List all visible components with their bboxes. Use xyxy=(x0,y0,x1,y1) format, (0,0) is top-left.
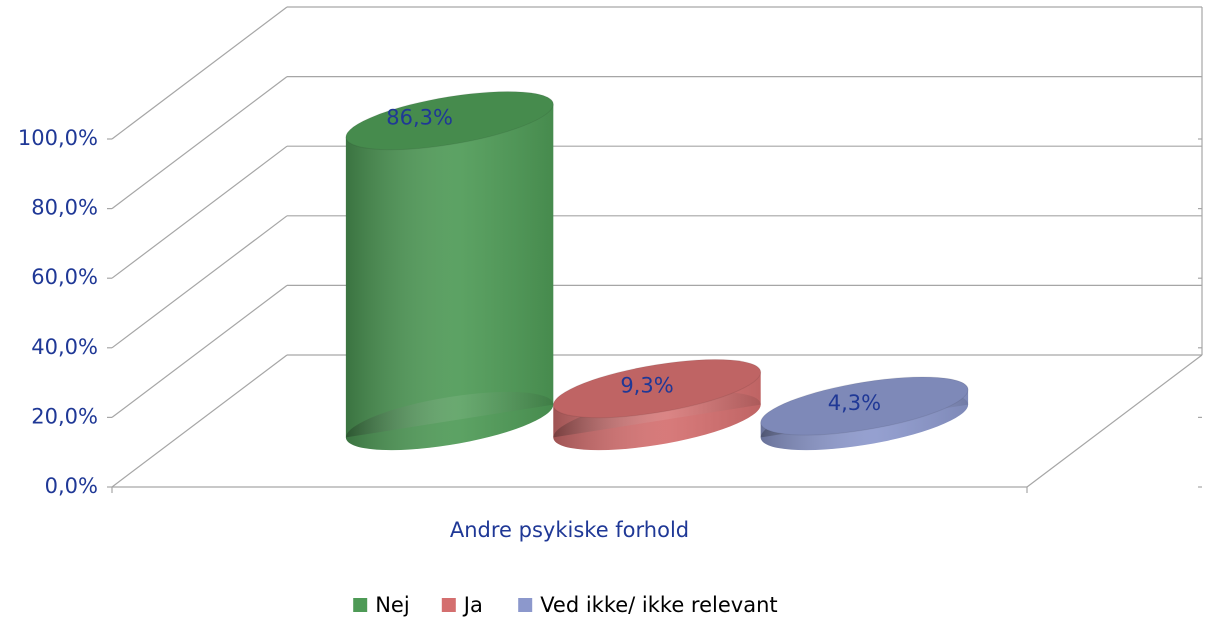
legend-swatch xyxy=(353,598,368,612)
legend-swatch xyxy=(441,598,456,612)
data-label: 9,3% xyxy=(620,374,673,398)
cylinder-shade xyxy=(345,391,554,451)
bar-shade xyxy=(345,104,554,438)
cylinder xyxy=(552,359,762,451)
grid-line xyxy=(111,284,288,418)
data-label: 86,3% xyxy=(386,106,453,130)
legend-label: Ja xyxy=(462,593,483,617)
legend-label: Ved ikke/ ikke relevant xyxy=(540,593,777,617)
cylinder-top xyxy=(552,359,762,419)
grid-line xyxy=(111,354,288,488)
cylinder-shade xyxy=(553,391,761,451)
y-tick-label: 100,0% xyxy=(18,126,98,150)
grid-line xyxy=(111,76,288,210)
cylinder xyxy=(760,376,969,451)
grid-line xyxy=(111,6,288,140)
data-label: 4,3% xyxy=(828,391,881,415)
cylinder-top xyxy=(760,376,969,436)
y-tick-label: 80,0% xyxy=(31,196,98,220)
y-tick-label: 20,0% xyxy=(31,404,98,428)
grid-line xyxy=(111,145,288,279)
grid-line xyxy=(111,215,288,349)
x-tick-label: Andre psykiske forhold xyxy=(450,518,689,542)
axis-line xyxy=(1026,354,1203,488)
y-tick-label: 0,0% xyxy=(45,474,98,498)
cylinder-top xyxy=(345,91,554,151)
y-tick-label: 60,0% xyxy=(31,265,98,289)
legend-label: Nej xyxy=(375,593,409,617)
cylinder xyxy=(345,91,554,451)
legend-swatch xyxy=(518,598,533,612)
y-tick-label: 40,0% xyxy=(31,335,98,359)
